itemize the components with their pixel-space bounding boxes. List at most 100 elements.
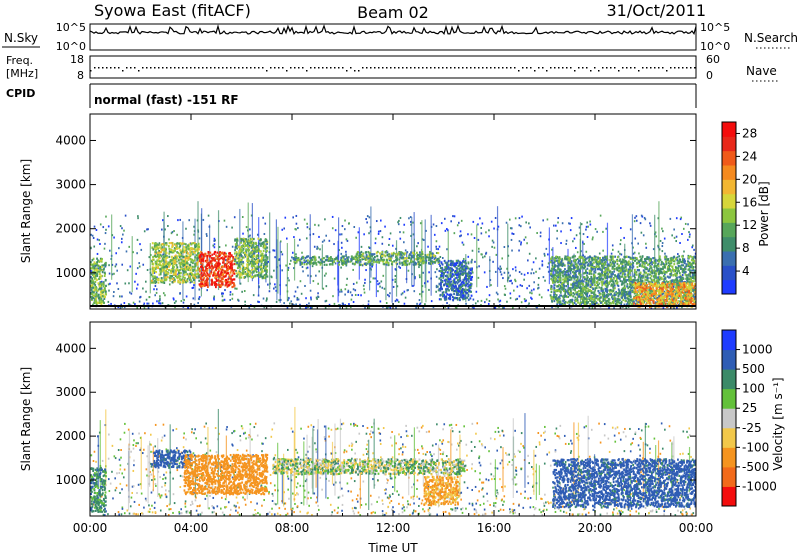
echo-cell [238,254,241,257]
echo-cell [444,266,447,269]
echo-cell [441,270,444,273]
echo-cell [153,245,156,248]
echo-cell [161,262,164,265]
echo-cell [421,250,424,254]
echo-cell [92,270,95,273]
echo-cell [324,218,326,221]
echo-cell [541,263,544,266]
echo-cell [526,287,528,290]
echo-cell [190,261,193,264]
echo-cell [313,245,316,248]
echo-streak [385,265,387,301]
echo-cell [229,262,232,265]
echo-streak [269,212,271,290]
echo-cell [586,274,588,277]
echo-cell [346,277,348,280]
echo-cell [602,281,605,284]
echo-cell [370,259,373,262]
echo-cell [194,256,197,259]
echo-streak [279,265,281,296]
echo-cell [253,246,256,250]
echo-cell [265,239,268,242]
echo-cell [173,256,175,260]
echo-cell [464,284,467,287]
echo-cell [217,269,220,273]
echo-cell [266,256,269,259]
echo-cell [376,258,379,261]
echo-cell [375,220,378,223]
echo-cell [347,289,350,292]
echo-cell [628,285,631,288]
echo-cell [229,271,232,274]
echo-cell [660,277,663,281]
echo-cell [280,250,283,253]
echo-cell [161,265,164,268]
echo-cell [611,244,614,247]
echo-cell [322,287,325,290]
echo-cell [181,248,184,251]
echo-cell [253,252,256,255]
echo-cell [152,248,155,251]
freq-dot [542,67,544,69]
echo-cell [536,232,538,235]
echo-cell [305,267,308,270]
echo-cell [252,255,254,259]
echo-cell [376,250,379,254]
echo-cell [352,257,355,260]
echo-cell [686,260,689,263]
echo-cell [198,237,201,240]
echo-cell [219,253,222,256]
echo-cell [367,255,370,258]
echo-cell [260,271,263,274]
echo-cell [103,274,106,278]
echo-cell [444,295,446,299]
echo-cell [451,295,454,299]
echo-cell [462,265,465,268]
echo-cell [345,238,348,241]
echo-cell [682,227,685,230]
echo-cell [99,242,101,245]
echo-cell [91,270,93,273]
echo-cell [93,282,96,285]
echo-cell [466,282,469,285]
echo-cell [255,254,258,258]
freq-dot [342,67,344,69]
echo-cell [681,300,684,303]
echo-cell [378,282,381,285]
freq-dot [222,67,224,69]
echo-cell [101,269,104,272]
echo-cell [602,303,604,306]
echo-cell [594,228,597,231]
freq-dot [102,67,104,69]
echo-cell [153,275,156,278]
echo-cell [516,297,518,300]
echo-cell [346,256,348,259]
echo-cell [183,298,185,301]
echo-cell [174,254,177,257]
echo-cell [401,252,404,255]
echo-cell [690,266,693,269]
freq-dot [366,67,368,69]
echo-cell [153,254,156,257]
echo-cell [572,240,574,243]
echo-cell [507,276,510,279]
echo-cell [435,225,438,228]
echo-cell [252,270,255,274]
echo-cell [230,254,233,257]
echo-cell [459,283,462,286]
freq-dot [94,67,96,69]
echo-cell [250,262,253,265]
echo-cell [582,294,584,297]
echo-cell [433,233,436,236]
echo-cell [559,287,561,290]
echo-cell [426,253,429,256]
echo-cell [160,277,163,280]
echo-cell [176,251,179,254]
echo-cell [182,270,185,273]
echo-cell [188,267,190,270]
freq-dot [266,70,268,72]
echo-cell [677,253,679,256]
echo-cell [460,281,463,285]
echo-cell [465,279,468,282]
echo-cell [256,257,258,261]
